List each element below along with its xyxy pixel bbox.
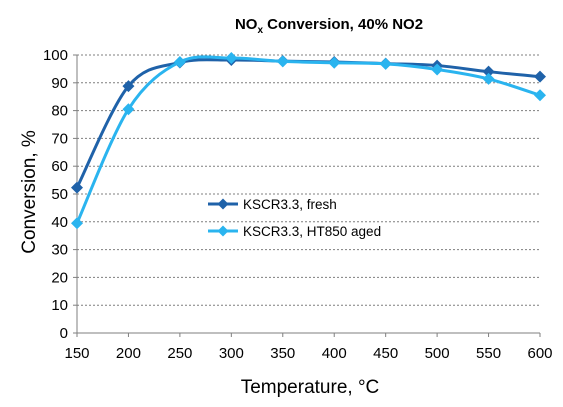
data-point — [534, 89, 546, 102]
x-tick-label: 300 — [219, 345, 244, 362]
y-tick-label: 30 — [51, 242, 68, 259]
y-tick-label: 100 — [43, 47, 68, 64]
data-point — [71, 217, 83, 230]
data-point — [328, 56, 341, 69]
x-tick-label: 200 — [116, 345, 141, 362]
y-tick-label: 70 — [51, 130, 68, 147]
axes — [73, 54, 541, 337]
x-tick-label: 150 — [64, 345, 89, 362]
data-point — [482, 65, 495, 78]
series-line — [75, 58, 541, 189]
x-tick-label: 450 — [373, 345, 398, 362]
x-tick-labels: 150 200 250 300 350 400 450 500 550 600 — [64, 345, 552, 362]
data-point — [173, 55, 186, 68]
legend-label: KSCR3.3, fresh — [243, 197, 337, 212]
y-tick-label: 20 — [51, 269, 68, 286]
series-2 — [71, 52, 546, 230]
chart-title: NOx Conversion, 40% NO2 — [235, 16, 423, 36]
chart-title-rest: Conversion, 40% NO2 — [263, 16, 423, 33]
series-layer — [71, 52, 546, 230]
x-axis-label: Temperature, °C — [241, 377, 380, 398]
data-point — [225, 52, 238, 65]
x-tick-label: 400 — [322, 345, 347, 362]
y-tick-label: 0 — [60, 325, 68, 342]
legend-marker — [217, 225, 229, 237]
y-tick-labels: 0 10 20 30 40 50 60 70 80 90 100 — [43, 47, 68, 342]
x-tick-label: 250 — [167, 345, 192, 362]
x-tick-label: 600 — [527, 345, 552, 362]
data-point — [122, 103, 135, 116]
y-tick-label: 10 — [51, 297, 68, 314]
chart-title-main: NO — [235, 16, 258, 33]
data-point — [276, 55, 289, 68]
y-tick-label: 40 — [51, 214, 68, 231]
legend-label: KSCR3.3, HT850 aged — [243, 224, 381, 239]
data-point — [379, 57, 392, 70]
data-point — [71, 181, 83, 194]
data-point — [431, 63, 444, 76]
y-tick-label: 60 — [51, 158, 68, 175]
x-tick-label: 500 — [425, 345, 450, 362]
y-tick-label: 90 — [51, 75, 68, 92]
y-tick-label: 50 — [51, 186, 68, 203]
data-point — [122, 80, 135, 93]
data-point — [482, 72, 495, 85]
series-line — [75, 55, 541, 224]
legend: KSCR3.3, fresh KSCR3.3, HT850 aged — [208, 197, 381, 239]
y-tick-label: 80 — [51, 103, 68, 120]
x-tick-label: 350 — [270, 345, 295, 362]
gridlines — [77, 54, 540, 306]
data-point — [534, 70, 546, 83]
chart-title-subscript: x — [257, 25, 263, 36]
y-axis-label: Conversion, % — [19, 130, 40, 254]
legend-marker — [217, 198, 229, 210]
x-tick-label: 550 — [476, 345, 501, 362]
